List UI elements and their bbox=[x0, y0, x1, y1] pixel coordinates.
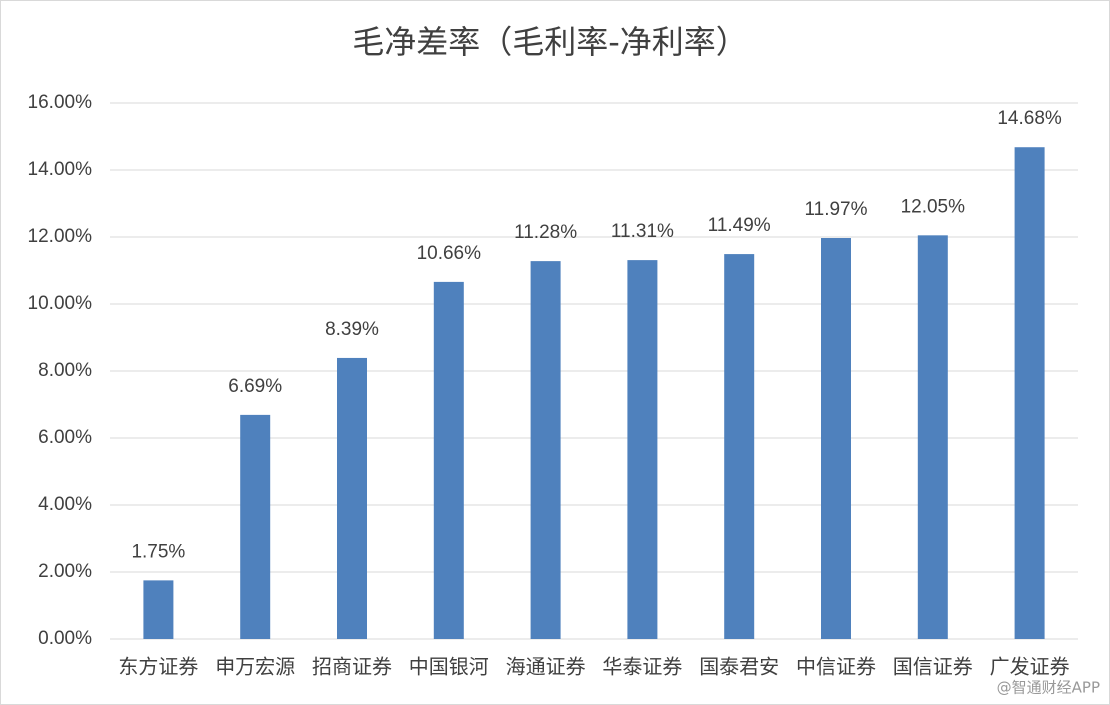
y-tick-label: 2.00% bbox=[38, 561, 92, 582]
value-label: 14.68% bbox=[997, 108, 1062, 129]
x-tick-label: 东方证券 bbox=[118, 655, 198, 679]
y-tick-label: 12.00% bbox=[28, 226, 93, 247]
x-tick-label: 国信证券 bbox=[893, 655, 973, 679]
x-tick-label: 海通证券 bbox=[506, 655, 586, 679]
y-tick-label: 8.00% bbox=[38, 360, 92, 381]
x-tick-label: 申万宏源 bbox=[215, 655, 295, 679]
y-tick-label: 0.00% bbox=[38, 628, 92, 649]
x-tick-label: 招商证券 bbox=[312, 655, 392, 679]
value-label: 11.97% bbox=[804, 199, 867, 220]
bar bbox=[917, 235, 948, 639]
value-label: 10.66% bbox=[417, 243, 482, 264]
y-tick-label: 10.00% bbox=[28, 293, 93, 314]
value-label: 8.39% bbox=[325, 319, 379, 340]
x-tick-label: 国泰君安 bbox=[699, 655, 779, 679]
bar bbox=[627, 260, 658, 639]
bar bbox=[143, 580, 174, 639]
bar bbox=[724, 254, 755, 639]
y-tick-label: 4.00% bbox=[38, 494, 92, 515]
x-tick-label: 广发证券 bbox=[990, 655, 1070, 679]
value-label: 1.75% bbox=[131, 541, 185, 562]
bar bbox=[821, 238, 851, 639]
bar bbox=[240, 414, 271, 639]
value-label: 6.69% bbox=[228, 376, 282, 397]
value-label: 11.28% bbox=[514, 222, 577, 243]
bar bbox=[1014, 147, 1045, 639]
value-label: 11.31% bbox=[611, 221, 674, 242]
x-tick-label: 中国银河 bbox=[409, 655, 489, 679]
y-tick-label: 6.00% bbox=[38, 427, 92, 448]
x-tick-label: 中信证券 bbox=[796, 655, 876, 679]
bar bbox=[530, 261, 561, 639]
value-label: 12.05% bbox=[901, 196, 966, 217]
chart-title: 毛净差率（毛利率-净利率） bbox=[352, 23, 748, 61]
y-tick-label: 16.00% bbox=[28, 92, 93, 113]
y-tick-label: 14.00% bbox=[28, 159, 93, 180]
x-tick-label: 华泰证券 bbox=[602, 655, 682, 679]
watermark: @智通财经APP bbox=[997, 679, 1100, 697]
bar bbox=[337, 357, 367, 639]
bar bbox=[433, 281, 464, 639]
value-label: 11.49% bbox=[708, 215, 771, 236]
